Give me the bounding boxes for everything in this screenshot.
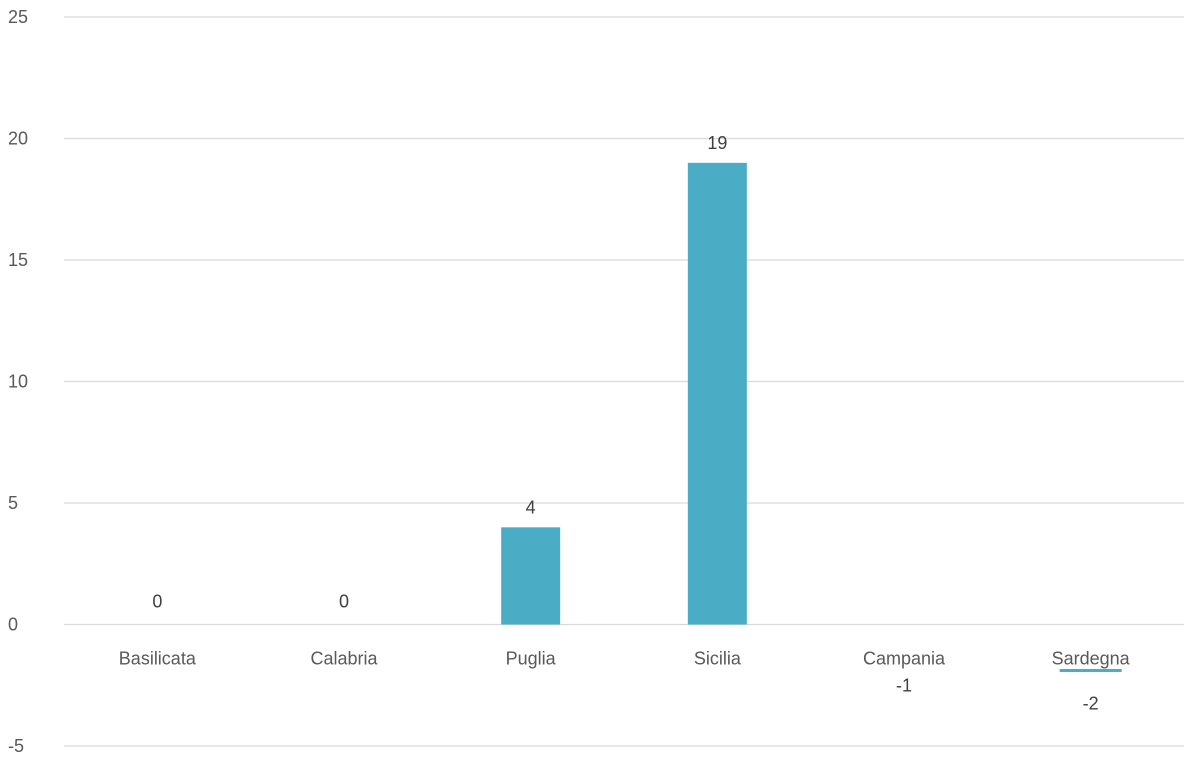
y-tick-label: 25 bbox=[8, 7, 28, 27]
y-tick-label: 5 bbox=[8, 493, 18, 513]
gridlines bbox=[64, 16, 1184, 747]
x-axis-category-labels: Basilicata Calabria Puglia Sicilia Campania S… bbox=[119, 649, 1131, 669]
x-tick-label: Puglia bbox=[506, 649, 557, 669]
y-tick-label: 15 bbox=[8, 250, 28, 270]
data-label: 19 bbox=[707, 133, 727, 153]
data-label: -2 bbox=[1083, 694, 1099, 714]
x-tick-label: Calabria bbox=[310, 649, 378, 669]
bars bbox=[501, 162, 1122, 672]
data-label: 4 bbox=[526, 497, 536, 517]
x-tick-label: Campania bbox=[863, 649, 946, 669]
data-label: 0 bbox=[339, 592, 349, 612]
x-tick-label: Sicilia bbox=[694, 649, 742, 669]
data-label: -1 bbox=[896, 676, 912, 696]
y-tick-label: 10 bbox=[8, 372, 28, 392]
data-label: 0 bbox=[152, 592, 162, 612]
y-tick-label: -5 bbox=[8, 736, 24, 756]
y-tick-label: 0 bbox=[8, 615, 18, 635]
y-axis-tick-labels: -5 0 5 10 15 20 25 bbox=[8, 7, 28, 756]
bar-sicilia bbox=[687, 162, 747, 625]
x-tick-label: Sardegna bbox=[1052, 649, 1131, 669]
bar-puglia bbox=[501, 527, 561, 625]
x-tick-label: Basilicata bbox=[119, 649, 197, 669]
y-tick-label: 20 bbox=[8, 129, 28, 149]
data-labels: 0 0 4 19 -1 -2 bbox=[152, 133, 1098, 714]
